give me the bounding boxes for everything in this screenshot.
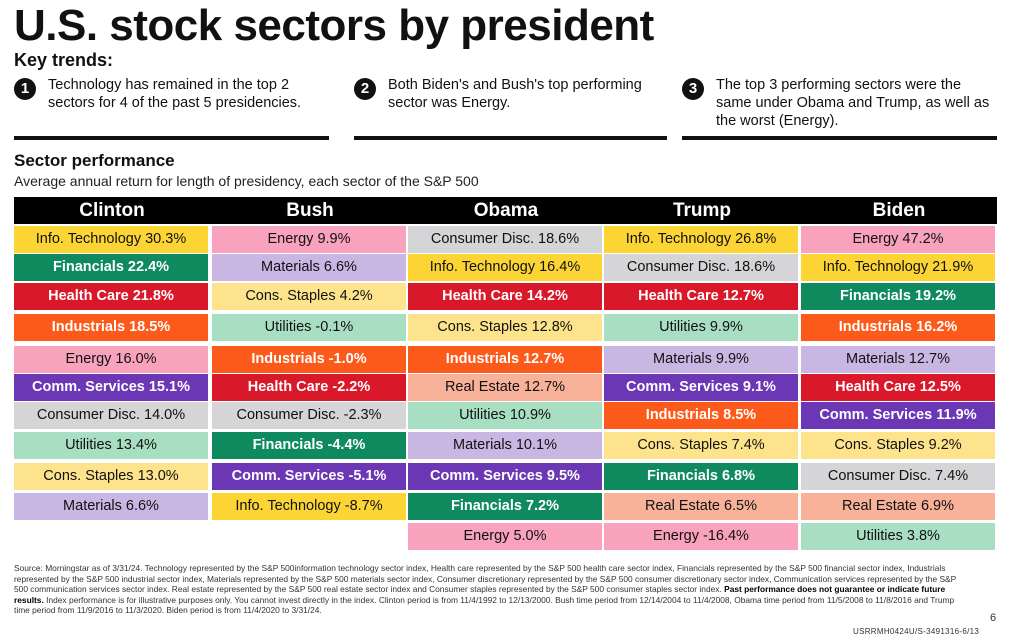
sector-cell: Financials 19.2% [801,283,995,310]
column-header-clinton: Clinton [79,200,145,221]
trend-3: 3 The top 3 performing sectors were the … [682,76,997,140]
sector-cell: Cons. Staples 7.4% [604,432,798,459]
sector-cell: Energy 9.9% [212,226,406,253]
sector-cell: Utilities 13.4% [14,432,208,459]
sector-cell: Financials 6.8% [604,463,798,490]
document-code: USRRMH0424U/S-3491316-6/13 [853,627,980,636]
sector-cell: Health Care -2.2% [212,374,406,401]
sector-cell: Financials -4.4% [212,432,406,459]
trend-divider-3 [682,136,997,140]
footnote-text-2: Index performance is for illustrative pu… [14,594,955,616]
sector-cell: Comm. Services 15.1% [14,374,208,401]
trend-number-2: 2 [354,78,376,100]
sector-cell: Energy 47.2% [801,226,995,253]
sector-cell: Materials 10.1% [408,432,602,459]
column-header-bush: Bush [286,200,334,221]
sector-cell: Health Care 21.8% [14,283,208,310]
trend-text-2: Both Biden's and Bush's top performing s… [388,77,642,111]
sector-cell: Consumer Disc. 18.6% [408,226,602,253]
page-number: 6 [990,612,997,624]
sector-cell: Utilities 10.9% [408,402,602,429]
key-trends-heading: Key trends: [14,50,114,70]
sector-cell: Industrials 12.7% [408,346,602,373]
sector-cell: Info. Technology 21.9% [801,254,995,281]
trend-number-1: 1 [14,78,36,100]
trend-text-3: The top 3 performing sectors were the sa… [716,77,990,129]
table-header-bar [14,197,997,224]
sector-cell: Comm. Services 11.9% [801,402,995,429]
sector-cell: Info. Technology 30.3% [14,226,208,253]
section-title: Sector performance [14,151,175,170]
sector-cell: Materials 9.9% [604,346,798,373]
sector-cell: Health Care 12.7% [604,283,798,310]
trend-divider-2 [354,136,667,140]
sector-cell: Cons. Staples 4.2% [212,283,406,310]
sector-cell: Consumer Disc. 7.4% [801,463,995,490]
sector-cell: Cons. Staples 12.8% [408,314,602,341]
footnote: Source: Morningstar as of 3/31/24. Techn… [14,563,964,616]
sector-cell: Financials 22.4% [14,254,208,281]
sector-cell: Consumer Disc. -2.3% [212,402,406,429]
sector-cell: Industrials 18.5% [14,314,208,341]
sector-cell: Real Estate 12.7% [408,374,602,401]
sector-cell: Industrials -1.0% [212,346,406,373]
sector-cell: Health Care 14.2% [408,283,602,310]
trend-text-1: Technology has remained in the top 2 sec… [48,77,302,111]
sector-cell: Industrials 16.2% [801,314,995,341]
sector-cell: Utilities -0.1% [212,314,406,341]
trend-1: 1 Technology has remained in the top 2 s… [14,76,329,140]
sector-cell: Materials 6.6% [212,254,406,281]
footnote-text: Source: Morningstar as of 3/31/24. Techn… [14,563,957,595]
sector-cell: Materials 12.7% [801,346,995,373]
sector-cell: Industrials 8.5% [604,402,798,429]
sector-cell: Consumer Disc. 14.0% [14,402,208,429]
trend-2: 2 Both Biden's and Bush's top performing… [354,76,667,140]
sector-cell: Energy 16.0% [14,346,208,373]
sector-cell: Health Care 12.5% [801,374,995,401]
sector-cell: Comm. Services -5.1% [212,463,406,490]
sector-cell: Energy 5.0% [408,523,602,550]
sector-cell: Energy -16.4% [604,523,798,550]
sector-cell: Comm. Services 9.1% [604,374,798,401]
sector-cell: Utilities 9.9% [604,314,798,341]
trend-number-3: 3 [682,78,704,100]
sector-cell: Info. Technology 16.4% [408,254,602,281]
sector-cell: Cons. Staples 9.2% [801,432,995,459]
sector-cell: Info. Technology -8.7% [212,493,406,520]
sector-cell: Real Estate 6.5% [604,493,798,520]
sector-cell: Consumer Disc. 18.6% [604,254,798,281]
column-header-biden: Biden [872,200,926,221]
footnote-disclaimer: Past performance does not guarantee or i… [14,584,946,605]
sector-cell: Comm. Services 9.5% [408,463,602,490]
column-header-obama: Obama [473,200,539,221]
trend-divider-1 [14,136,329,140]
section-subtitle: Average annual return for length of pres… [14,173,479,189]
sector-cell: Cons. Staples 13.0% [14,463,208,490]
page-title: U.S. stock sectors by president [14,1,654,50]
sector-cell: Materials 6.6% [14,493,208,520]
sector-cell: Real Estate 6.9% [801,493,995,520]
sector-cell: Financials 7.2% [408,493,602,520]
column-header-trump: Trump [672,200,732,221]
sector-cell: Utilities 3.8% [801,523,995,550]
sector-cell: Info. Technology 26.8% [604,226,798,253]
